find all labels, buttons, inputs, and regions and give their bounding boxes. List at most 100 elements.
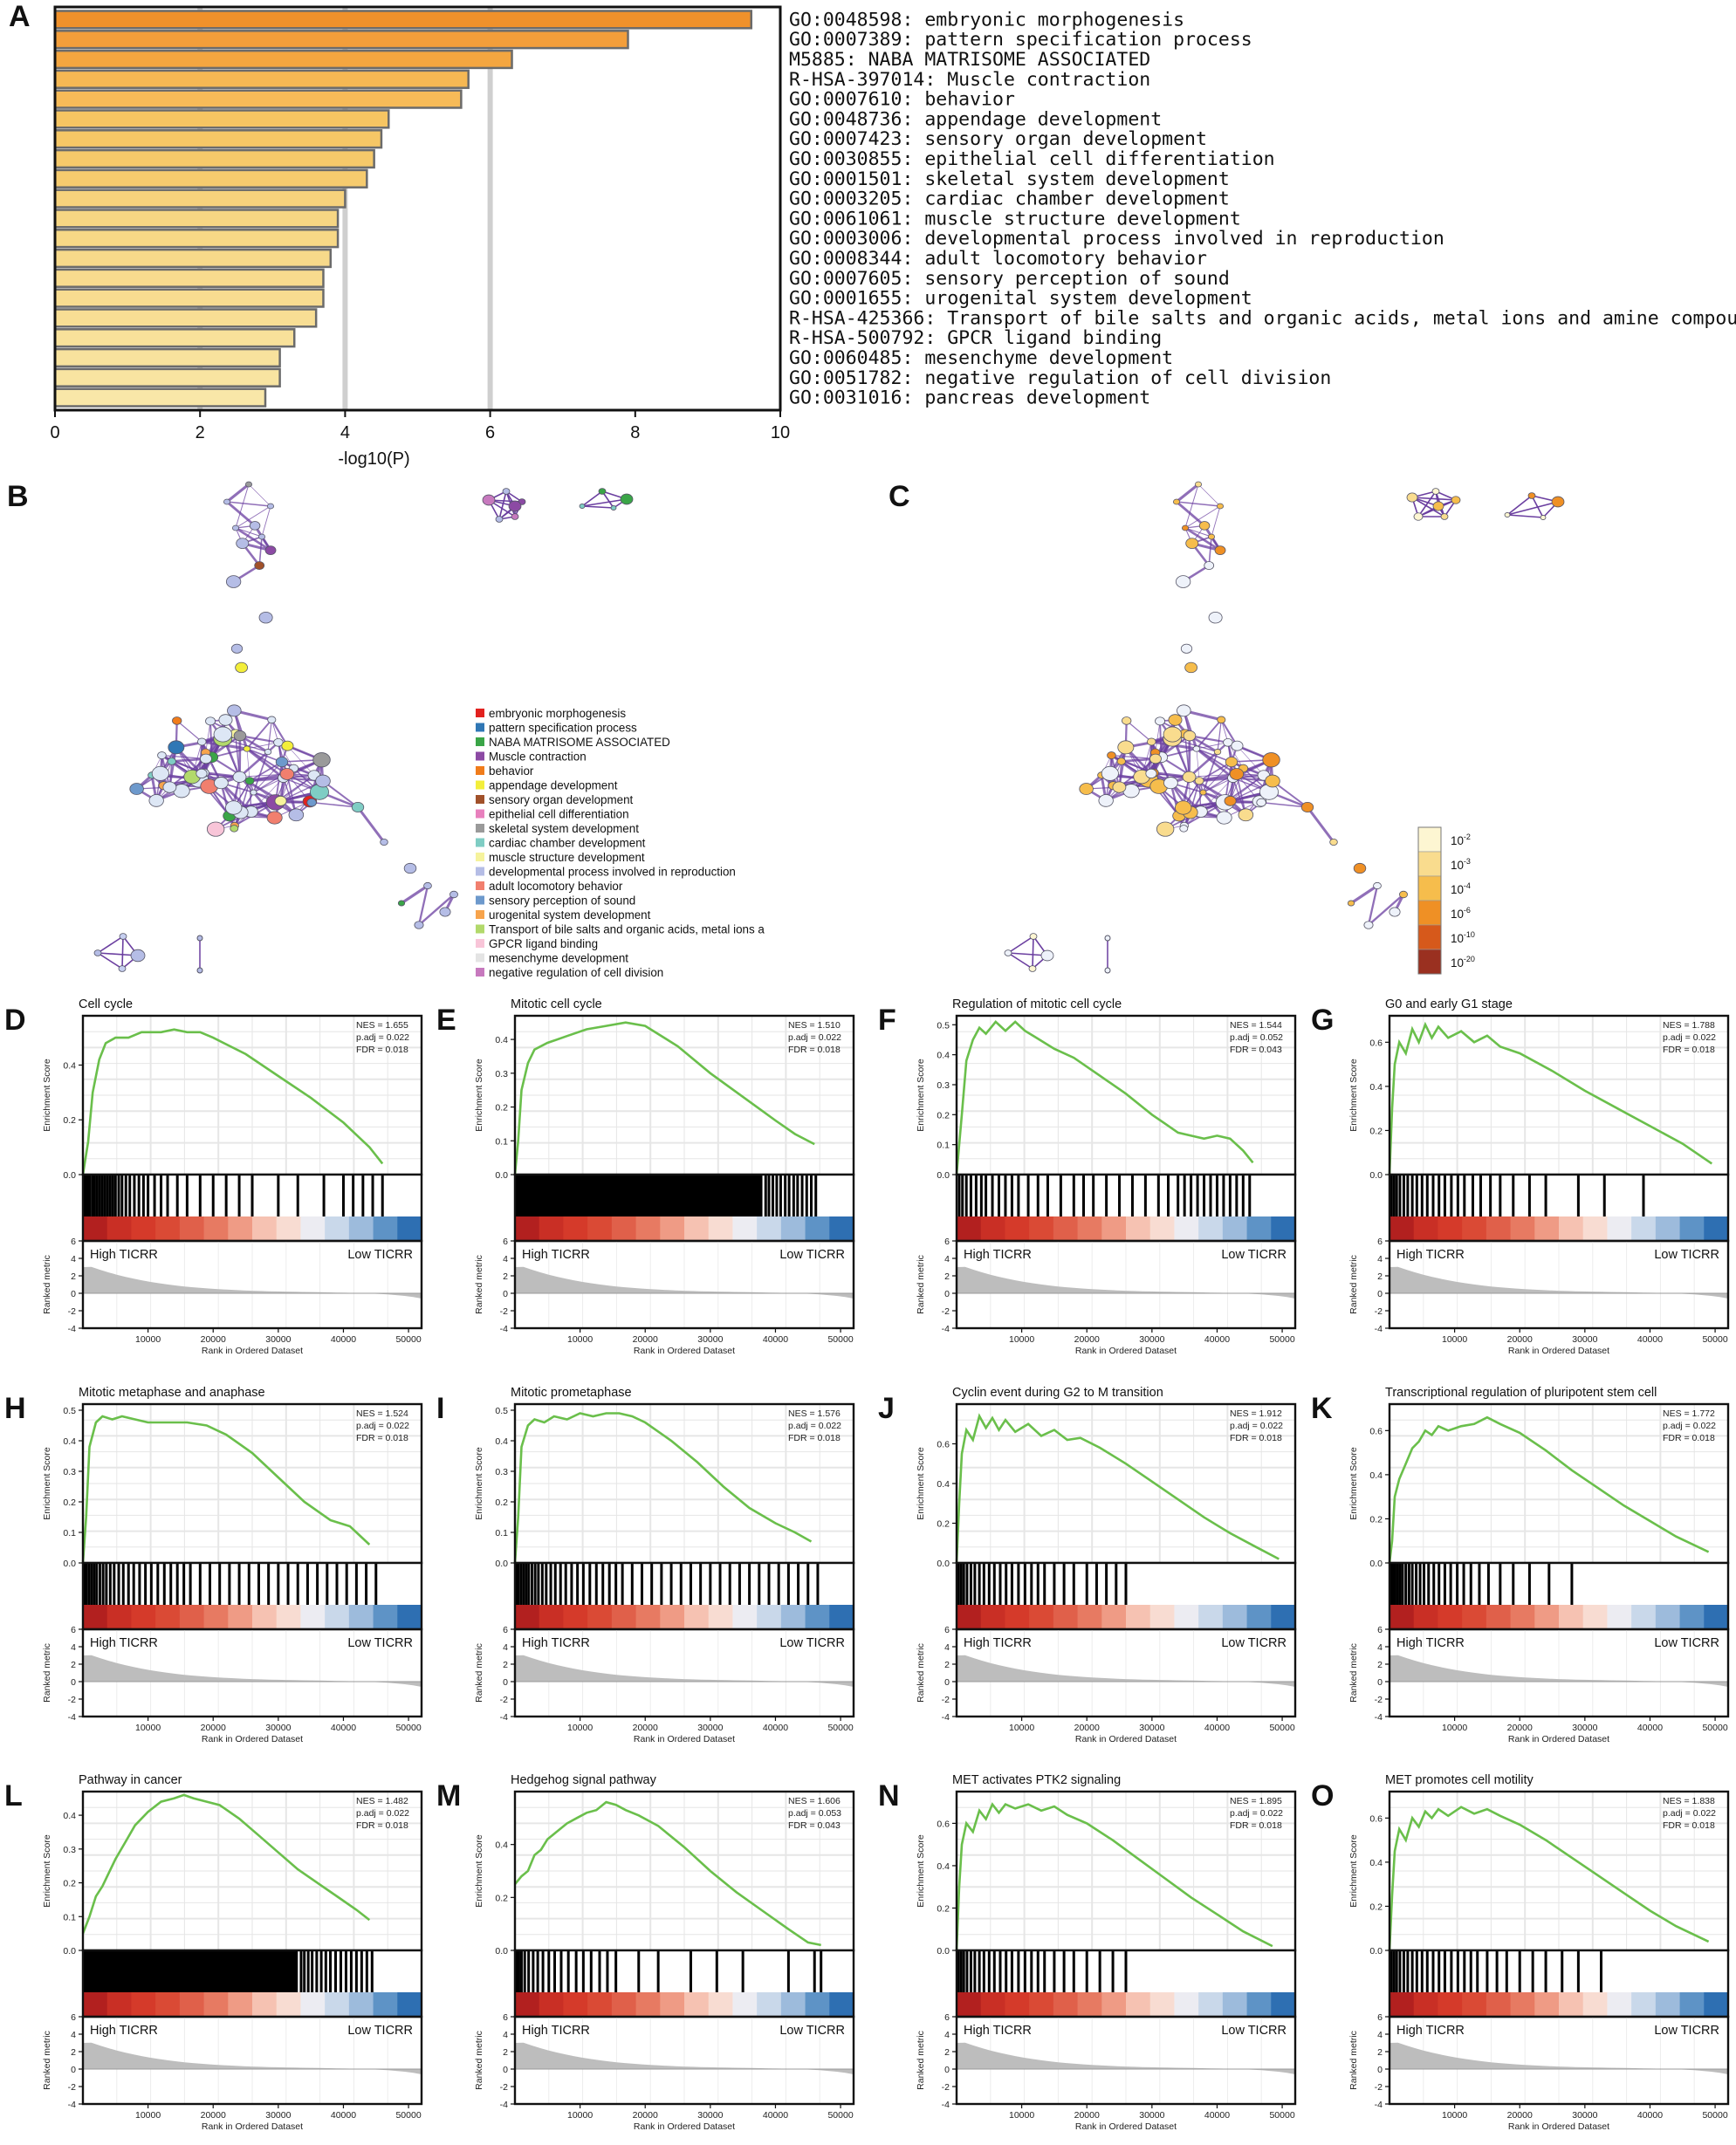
bar	[53, 387, 267, 408]
network-node	[1175, 800, 1192, 815]
x-axis-title: Rank in Ordered Dataset	[202, 1734, 303, 1744]
network-node	[1329, 838, 1338, 846]
low-label: Low TICRR	[1221, 1248, 1287, 1262]
x-tick-label: 30000	[1572, 1334, 1597, 1345]
legend-swatch	[476, 895, 484, 905]
rank-gradient-segment	[1510, 1992, 1535, 2017]
y-axis-title: Enrichment Score	[1348, 1447, 1359, 1520]
network-node	[1217, 716, 1226, 724]
x-axis-title: Rank in Ordered Dataset	[1075, 1734, 1177, 1744]
nes-value: NES = 1.895	[1230, 1796, 1282, 1806]
network-node	[312, 752, 331, 768]
fdr-value: FDR = 0.043	[1230, 1045, 1282, 1055]
metric-frame	[513, 1239, 855, 1330]
panel-letter-a: A	[9, 0, 31, 33]
panel-letter-b: B	[7, 480, 29, 513]
fdr-value: FDR = 0.018	[788, 1045, 841, 1055]
network-node	[1173, 498, 1181, 505]
rank-gradient-segment	[252, 1992, 278, 2017]
x-tick-label: 30000	[265, 2110, 291, 2121]
padj-value: p.adj = 0.022	[356, 1808, 409, 1819]
x-tick-label: 30000	[1139, 1723, 1164, 1733]
x-tick-label: 40000	[763, 1334, 788, 1345]
panel-letter-l: L	[4, 1779, 23, 1813]
rank-gradient-segment	[1053, 1605, 1079, 1629]
network-node	[249, 521, 261, 531]
rank-gradient-segment	[780, 1605, 806, 1629]
y-axis-title: Ranked metric	[916, 1643, 926, 1703]
x-tick-label: 50000	[1269, 1334, 1294, 1345]
rank-gradient-segment	[1462, 1992, 1487, 2017]
network-node	[1182, 771, 1197, 783]
bar	[53, 268, 325, 288]
network-node	[167, 757, 176, 765]
network-node	[508, 500, 522, 512]
x-tick-label: 50000	[827, 1334, 853, 1345]
network-node	[414, 921, 424, 929]
rank-gradient-segment	[757, 1216, 782, 1241]
y-tick-label: 0	[1377, 1289, 1383, 1299]
network-edge	[1261, 801, 1308, 808]
x-tick-label: 40000	[1637, 1723, 1663, 1733]
network-edge	[1417, 490, 1437, 517]
y-tick-label: 0.3	[63, 1467, 76, 1477]
network-node	[1300, 801, 1314, 813]
y-tick-label: -4	[500, 2100, 508, 2110]
y-axis-title: Enrichment Score	[42, 1834, 52, 1908]
rank-gradient-segment	[1149, 1992, 1176, 2017]
network-edge	[239, 735, 279, 744]
enrichment-curve	[955, 1413, 1280, 1564]
rank-gradient-segment	[300, 1216, 326, 1241]
network-node	[1147, 737, 1156, 746]
network-node	[1231, 740, 1244, 751]
network-edge	[267, 719, 272, 752]
network-node	[1149, 753, 1162, 764]
rank-gradient-segment	[1174, 1992, 1199, 2017]
panel-letter-k: K	[1311, 1392, 1333, 1425]
rank-gradient-segment	[1222, 1216, 1248, 1241]
colorbar-swatch	[1417, 900, 1442, 926]
enrichment-curve	[81, 1793, 371, 1935]
network-node	[157, 751, 167, 760]
network-edge	[1200, 778, 1233, 812]
network-node	[1224, 795, 1237, 806]
network-node	[196, 768, 208, 778]
network-node	[1183, 730, 1197, 742]
network-edge	[1208, 536, 1212, 566]
network-node	[620, 493, 634, 505]
network-edge	[1155, 721, 1161, 753]
network-node	[1185, 538, 1199, 549]
metric-frame	[513, 2015, 855, 2106]
x-tick-label: 20000	[1507, 2110, 1533, 2121]
y-tick-label: 0.4	[1369, 1082, 1383, 1093]
y-tick-label: 0.2	[63, 1115, 76, 1126]
x-tick-label: 20000	[1074, 1723, 1100, 1733]
y-tick-label: 2	[503, 1271, 508, 1282]
network-edge	[1189, 735, 1229, 744]
network-edge	[97, 952, 123, 970]
nes-value: NES = 1.524	[356, 1408, 408, 1419]
rank-gradient-segment	[348, 1605, 374, 1629]
network-node	[258, 611, 273, 624]
network-edge	[1227, 742, 1244, 769]
ranked-metric-area	[515, 2042, 854, 2074]
network-node	[1432, 501, 1444, 511]
rank-gradient-segment	[1271, 1605, 1296, 1629]
fdr-value: FDR = 0.043	[788, 1820, 841, 1831]
network-edge	[1197, 483, 1221, 507]
y-tick-label: 0	[944, 1289, 950, 1299]
x-tick-label: 40000	[763, 2110, 788, 2121]
y-axis-title: Ranked metric	[916, 2031, 926, 2090]
legend-label: negative regulation of cell division	[489, 966, 663, 979]
rank-gradient-segment	[1486, 1605, 1512, 1629]
y-tick-label: 0.1	[63, 1528, 76, 1539]
legend-swatch	[476, 824, 484, 833]
y-tick-label: 6	[503, 2012, 508, 2023]
network-edge	[1007, 935, 1034, 954]
network-node	[1168, 714, 1183, 726]
rank-gradient-segment	[276, 1605, 302, 1629]
network-node	[1208, 611, 1223, 624]
rank-gradient-segment	[1704, 1992, 1729, 2017]
high-label: High TICRR	[1396, 1636, 1465, 1650]
